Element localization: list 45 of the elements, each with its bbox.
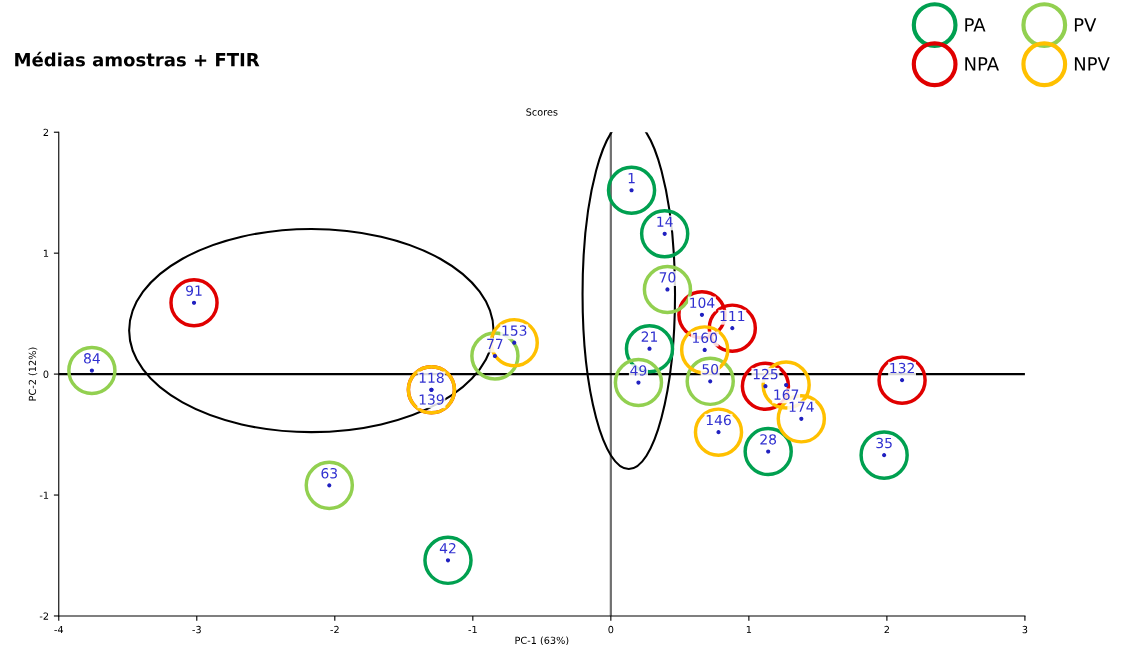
annotation: 125	[753, 368, 778, 380]
legend-label: PV	[1074, 18, 1097, 32]
annotation: 167	[774, 389, 799, 400]
y-tick-label: -2	[39, 612, 49, 620]
annotation: 132	[890, 362, 914, 374]
x-tick-label: -2	[330, 625, 339, 634]
annotation: 91	[186, 285, 202, 296]
legend-label: NPA	[965, 57, 999, 71]
x-tick-label: 1	[746, 626, 752, 634]
chart-title: Médias amostras + FTIR	[15, 51, 260, 67]
annotation: 160	[692, 332, 718, 344]
x-tick-label: -3	[192, 625, 201, 634]
annotation: 146	[706, 414, 731, 426]
annotation: 42	[439, 542, 456, 554]
annotation: 153	[502, 325, 527, 336]
annotation: 14	[657, 216, 673, 227]
annotation: 104	[690, 297, 715, 308]
annotation: 1	[628, 173, 635, 184]
x-tick-label: -4	[54, 626, 64, 634]
y-tick-label: 0	[43, 370, 49, 378]
annotation: 35	[876, 437, 892, 449]
x-tick-label: 3	[1022, 625, 1028, 634]
annotation: 77	[487, 338, 503, 349]
x-axis-title: PC-1 (63%)	[515, 636, 569, 645]
annotation: 111	[720, 310, 745, 322]
x-tick-label: 2	[884, 625, 890, 634]
annotation: 21	[641, 331, 658, 342]
y-tick-label: 1	[43, 249, 49, 257]
annotation: 174	[789, 401, 814, 412]
legend-label: NPV	[1074, 57, 1110, 71]
x-tick-label: 0	[608, 625, 614, 634]
y-tick-label: 2	[43, 128, 49, 136]
annotation: 118	[419, 372, 444, 383]
annotation: 63	[321, 468, 338, 479]
chart-subtitle: Scores	[526, 108, 558, 116]
annotation: 28	[760, 434, 777, 445]
annotation: 139	[419, 394, 444, 405]
annotation: 84	[83, 353, 100, 364]
y-tick-label: -1	[39, 491, 49, 499]
annotation: 70	[659, 272, 676, 283]
legend-label: PA	[965, 18, 986, 32]
y-axis-title: PC-2 (12%)	[28, 347, 38, 401]
annotation: 49	[630, 365, 647, 376]
x-tick-label: -1	[468, 626, 477, 634]
annotation: 50	[702, 363, 719, 375]
